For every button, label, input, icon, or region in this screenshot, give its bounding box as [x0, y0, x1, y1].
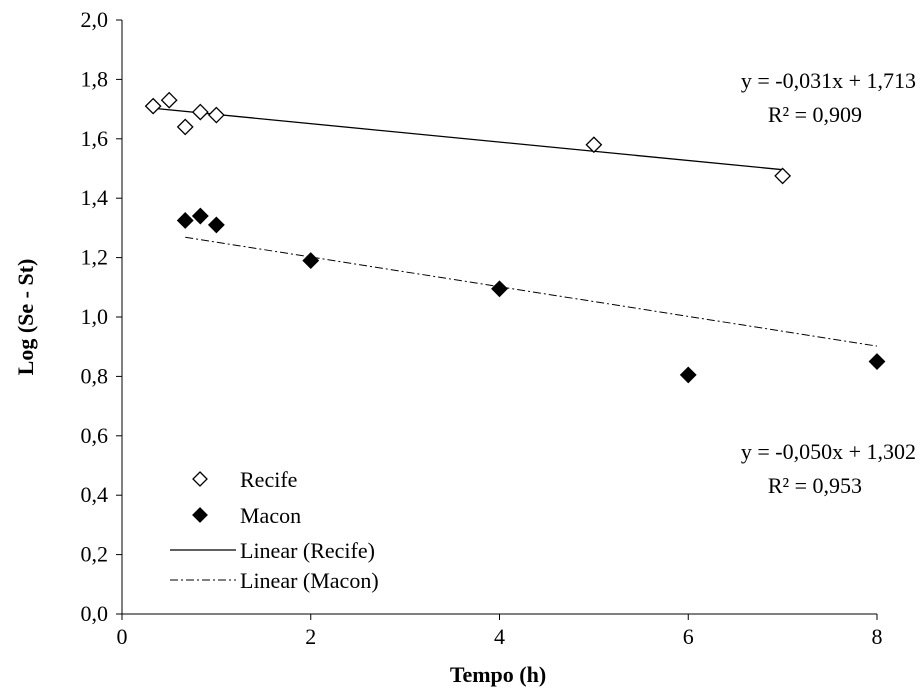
recife-data-point: [176, 118, 194, 136]
y-tick-label: 1,8: [81, 66, 109, 91]
legend-macon-marker: [192, 507, 208, 523]
recife-data-point: [774, 167, 792, 185]
macon-equation: y = -0,050x + 1,302: [741, 439, 916, 464]
y-tick-label: 0,6: [81, 423, 109, 448]
y-tick-label: 0,2: [81, 542, 109, 567]
y-tick-label: 1,6: [81, 126, 109, 151]
x-tick-label: 4: [494, 624, 505, 649]
trendline-macon: [185, 236, 878, 347]
macon-data-point: [491, 280, 508, 298]
y-tick-label: 1,4: [81, 185, 109, 210]
x-tick-label: 8: [872, 624, 883, 649]
legend-linear-recife-label: Linear (Recife): [240, 538, 375, 563]
trendline-recife: [153, 107, 783, 171]
macon-data-point: [679, 366, 697, 384]
y-tick-label: 0,8: [81, 363, 109, 388]
y-tick-label: 1,0: [81, 304, 109, 329]
legend-macon-label: Macon: [240, 503, 301, 528]
y-ticks: 0,0 0,2 0,4 0,6 0,8 1,0 1,2 1,4 1,6 1,8 2,0: [81, 7, 122, 626]
legend-recife-label: Recife: [240, 467, 297, 492]
recife-equation: y = -0,031x + 1,713: [741, 68, 916, 93]
x-ticks: 0 2 4 6 8: [117, 614, 883, 649]
y-axis-title: Log (Se - St): [13, 259, 38, 376]
macon-r2: R² = 0,953: [768, 473, 862, 498]
macon-data-point: [207, 216, 225, 234]
recife-data-point: [191, 103, 209, 121]
recife-data-point: [160, 91, 178, 109]
y-tick-label: 1,2: [81, 245, 109, 270]
recife-data-point: [144, 97, 162, 115]
y-tick-label: 2,0: [81, 7, 109, 32]
legend-recife-marker: [192, 471, 208, 487]
y-tick-label: 0,4: [81, 482, 109, 507]
axes: [121, 20, 877, 615]
recife-data-point: [585, 136, 603, 154]
legend: Recife Macon Linear (Recife) Linear (Mac…: [170, 467, 379, 593]
x-tick-label: 0: [117, 624, 128, 649]
macon-data-point: [191, 207, 209, 225]
x-tick-label: 6: [683, 624, 694, 649]
macon-data-point: [176, 212, 194, 229]
x-tick-label: 2: [305, 624, 316, 649]
recife-r2: R² = 0,909: [768, 102, 862, 127]
macon-data-point: [302, 252, 320, 269]
macon-data-point: [868, 353, 886, 370]
recife-data-point: [207, 106, 225, 124]
trendlines: [153, 107, 878, 347]
legend-linear-macon-label: Linear (Macon): [240, 568, 379, 593]
x-axis-title: Tempo (h): [450, 662, 546, 687]
data-points: [144, 91, 886, 384]
y-tick-label: 0,0: [81, 601, 109, 626]
